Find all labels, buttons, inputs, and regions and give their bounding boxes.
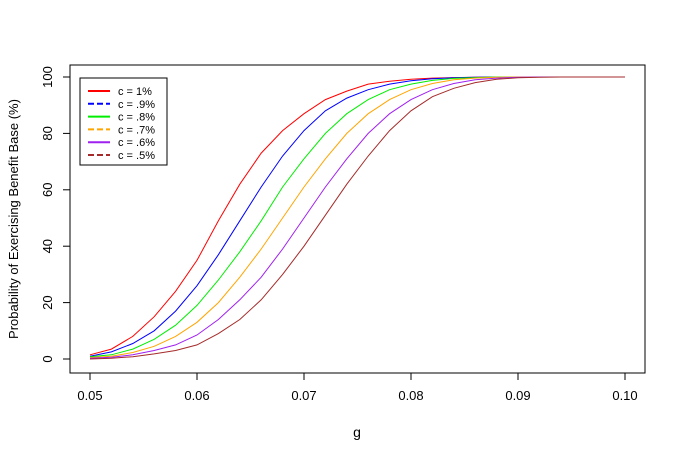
x-tick-label: 0.05: [77, 388, 102, 403]
series-line-2: [89, 76, 625, 358]
x-axis-label: g: [353, 424, 361, 440]
x-tick-label: 0.09: [505, 388, 530, 403]
legend-label: c = .9%: [118, 99, 155, 111]
legend-label: c = .5%: [118, 150, 155, 162]
y-tick-label: 100: [40, 66, 55, 88]
series-line-1: [89, 76, 625, 357]
x-tick-label: 0.06: [184, 388, 209, 403]
legend-label: c = 1%: [118, 86, 152, 98]
series-line-0: [89, 76, 625, 356]
x-axis: 0.05 0.06 0.07 0.08 0.09 0.10: [77, 372, 638, 403]
legend-label: c = .6%: [118, 137, 155, 149]
y-tick-label: 80: [40, 126, 55, 140]
y-axis-label: Probability of Exercising Benefit Base (…: [6, 99, 21, 339]
x-tick-label: 0.08: [398, 388, 423, 403]
legend-label: c = .7%: [118, 124, 155, 136]
y-tick-label: 20: [40, 295, 55, 309]
legend-label: c = .8%: [118, 112, 155, 124]
y-tick-label: 40: [40, 239, 55, 253]
y-axis: 0 20 40 60 80 100: [40, 66, 71, 363]
legend-box: [79, 77, 168, 166]
series-line-5: [89, 76, 625, 360]
series-lines: [89, 76, 625, 360]
legend: c = 1%c = .9%c = .8%c = .7%c = .6%c = .5…: [79, 77, 168, 166]
y-tick-label: 0: [40, 355, 55, 362]
y-tick-label: 60: [40, 183, 55, 197]
x-tick-label: 0.10: [612, 388, 637, 403]
x-tick-label: 0.07: [291, 388, 316, 403]
